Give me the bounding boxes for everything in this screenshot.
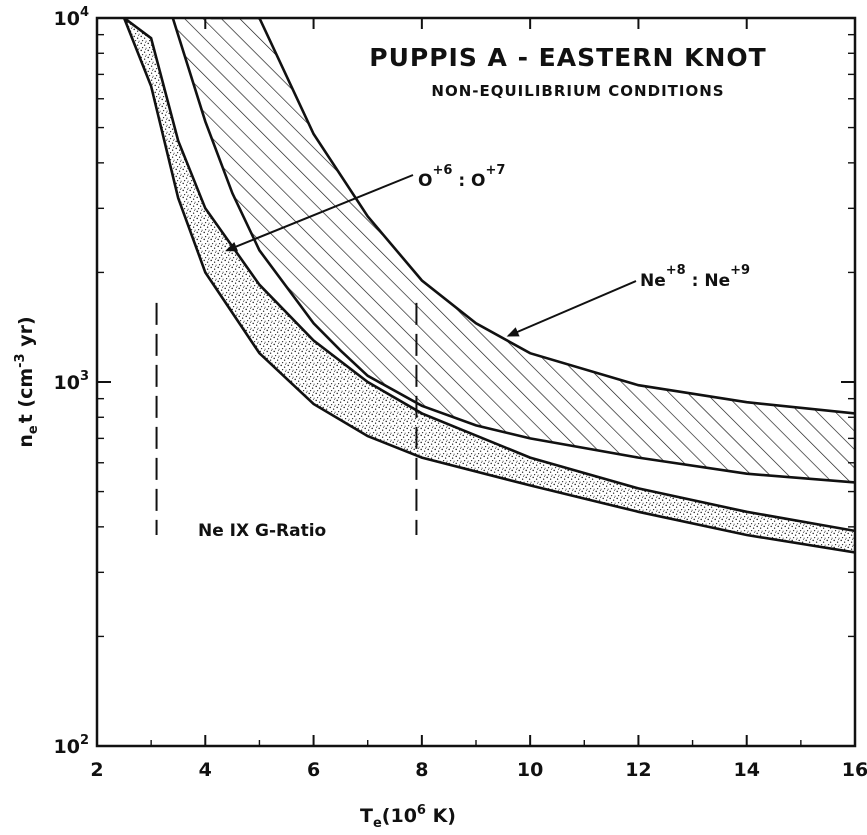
x-axis-label: Te(106 K): [360, 803, 456, 831]
tick-labels-layer: 2 4 6 8 10 12 14 16 102 103 104: [54, 5, 867, 781]
ticks-layer: [96, 17, 856, 747]
x-tick-label-6: 14: [733, 759, 759, 781]
band-lower-curve-0: [122, 18, 855, 554]
x-tick-label-5: 12: [625, 759, 651, 781]
band-upper-curve-1: [210, 18, 855, 415]
annotation-ne-ratio-arrow: [506, 280, 637, 337]
y-tick-label-0: 102: [54, 733, 90, 758]
annotation-ne-ratio: Ne+8 : Ne+9: [640, 263, 750, 291]
y-tick-label-2: 104: [54, 5, 90, 30]
chart-subtitle: NON-EQUILIBRIUM CONDITIONS: [431, 82, 724, 100]
y-axis-label: net (cm-3 yr): [13, 316, 41, 447]
annotation-o-ratio: O+6 : O+7: [418, 163, 505, 191]
x-tick-label-1: 4: [199, 759, 212, 781]
band-area-1: [172, 18, 855, 483]
x-tick-label-2: 6: [307, 759, 320, 781]
annotation-ne-ix-g-ratio: Ne IX G-Ratio: [198, 521, 326, 541]
band-lower-curve-1: [171, 18, 855, 484]
x-tick-label-7: 16: [842, 759, 867, 781]
chart-title: PUPPIS A - EASTERN KNOT: [369, 43, 766, 72]
band-upper-curve-0: [123, 18, 855, 533]
bands-layer: [122, 18, 855, 554]
annotations-layer: O+6 : O+7 Ne+8 : Ne+9 Ne IX G-Ratio: [198, 163, 750, 541]
band-area-0: [124, 18, 855, 553]
vertical-lines-layer: [155, 302, 418, 535]
x-tick-label-4: 10: [517, 759, 543, 781]
x-tick-label-0: 2: [90, 759, 103, 781]
y-tick-label-1: 103: [54, 369, 90, 394]
annotation-o-ratio-arrow: [225, 174, 414, 252]
x-tick-label-3: 8: [415, 759, 428, 781]
